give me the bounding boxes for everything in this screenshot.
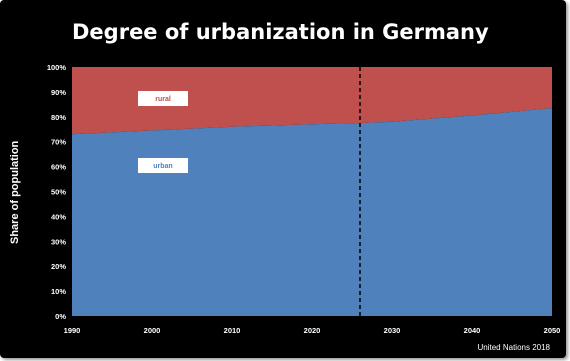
rural-series-label: rural — [155, 96, 171, 103]
y-tick-label: 60% — [51, 163, 66, 172]
x-tick-label: 2010 — [224, 326, 241, 335]
urban-series-label: urban — [153, 163, 172, 170]
urban-series-label-box — [138, 158, 188, 173]
y-tick-label: 100% — [47, 63, 67, 72]
x-tick-label: 2040 — [464, 326, 481, 335]
rural-series-label-box — [138, 91, 188, 106]
y-tick-label: 90% — [51, 88, 66, 97]
x-tick-label: 2050 — [544, 326, 561, 335]
series-area-urban — [72, 108, 552, 317]
x-tick-label: 2000 — [144, 326, 161, 335]
y-tick-label: 20% — [51, 262, 66, 271]
y-tick-label: 0% — [55, 312, 66, 321]
source-note: United Nations 2018 — [477, 343, 551, 352]
y-tick-label: 80% — [51, 113, 66, 122]
series-area-rural — [72, 67, 552, 135]
x-tick-label: 2030 — [384, 326, 401, 335]
y-tick-label: 10% — [51, 287, 66, 296]
x-tick-label: 2020 — [304, 326, 321, 335]
y-tick-label: 40% — [51, 212, 66, 221]
y-tick-label: 70% — [51, 138, 66, 147]
y-tick-label: 50% — [51, 188, 66, 197]
x-tick-label: 1990 — [64, 326, 81, 335]
y-tick-label: 30% — [51, 237, 66, 246]
chart-title: Degree of urbanization in Germany — [72, 20, 489, 44]
